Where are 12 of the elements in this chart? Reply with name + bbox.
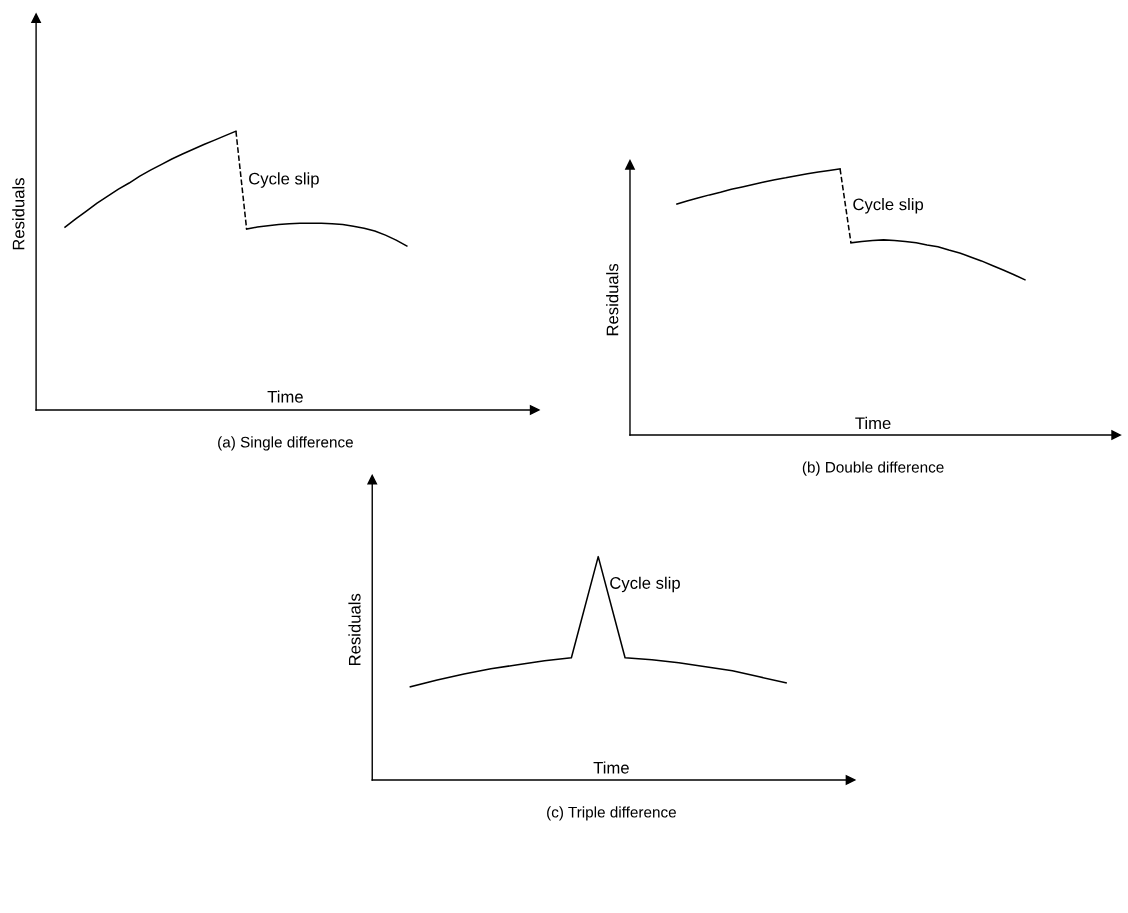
text: (b) Double difference bbox=[802, 461, 944, 476]
text: (a) Single difference bbox=[218, 436, 353, 451]
annotation: Cycle slip bbox=[610, 576, 680, 593]
y-axis-title: Residuals bbox=[606, 263, 619, 336]
text: (c) Triple difference bbox=[547, 806, 676, 821]
x-axis-title: Time bbox=[267, 390, 303, 403]
annotation: Cycle slip bbox=[249, 172, 319, 188]
x-axis-title: Time bbox=[593, 761, 629, 774]
y-axis-title: Residuals bbox=[12, 178, 25, 250]
x-axis-title: Time bbox=[855, 416, 891, 430]
y-axis-title: Residuals bbox=[348, 593, 361, 666]
annotation: Cycle slip bbox=[853, 198, 924, 214]
